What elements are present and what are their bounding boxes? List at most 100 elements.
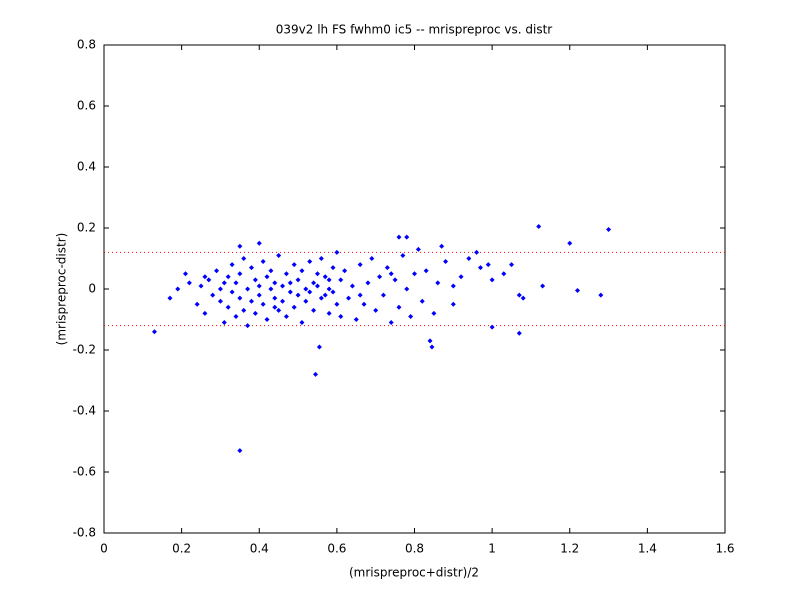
scatter-point — [299, 268, 305, 274]
scatter-point — [330, 265, 336, 271]
scatter-point — [400, 252, 406, 258]
scatter-point — [338, 313, 344, 319]
scatter-point — [423, 268, 429, 274]
scatter-point — [217, 298, 223, 304]
scatter-point — [245, 323, 251, 329]
scatter-point — [384, 265, 390, 271]
scatter-point — [283, 313, 289, 319]
scatter-point — [186, 280, 192, 286]
scatter-point — [408, 313, 414, 319]
scatter-point — [606, 227, 612, 233]
scatter-point — [229, 262, 235, 268]
x-tick-label: 0.4 — [250, 542, 269, 556]
scatter-point — [225, 274, 231, 280]
scatter-point — [380, 292, 386, 298]
scatter-point — [245, 286, 251, 292]
scatter-point — [210, 292, 216, 298]
scatter-point — [443, 259, 449, 265]
y-tick-label: -0.6 — [73, 465, 96, 479]
x-tick-label: 0 — [100, 542, 108, 556]
scatter-point — [361, 301, 367, 307]
scatter-point — [326, 310, 332, 316]
scatter-point — [404, 286, 410, 292]
scatter-point — [338, 277, 344, 283]
scatter-point — [540, 283, 546, 289]
scatter-point — [392, 277, 398, 283]
scatter-point — [280, 283, 286, 289]
scatter-point — [598, 292, 604, 298]
scatter-point — [221, 280, 227, 286]
scatter-point — [237, 295, 243, 301]
scatter-point — [237, 271, 243, 277]
scatter-point — [357, 292, 363, 298]
y-tick-label: 0.4 — [77, 160, 96, 174]
scatter-point — [516, 292, 522, 298]
scatter-point — [314, 271, 320, 277]
scatter-point — [322, 292, 328, 298]
scatter-point — [357, 262, 363, 268]
scatter-point — [477, 265, 483, 271]
scatter-point — [466, 256, 472, 261]
scatter-point — [295, 292, 301, 298]
scatter-point — [256, 292, 262, 298]
scatter-point — [412, 271, 417, 277]
scatter-point — [318, 295, 324, 301]
scatter-point — [206, 277, 212, 283]
scatter-point — [575, 288, 581, 294]
scatter-point — [316, 344, 322, 350]
scatter-point — [427, 338, 433, 344]
x-tick-label: 0.2 — [172, 542, 191, 556]
x-tick-label: 0.8 — [405, 542, 424, 556]
scatter-point — [268, 268, 274, 274]
scatter-point — [349, 283, 355, 289]
scatter-point — [489, 277, 495, 283]
scatter-point — [404, 234, 410, 240]
x-axis-label: (mrispreproc+distr)/2 — [349, 566, 479, 580]
scatter-point — [283, 271, 289, 277]
scatter-point — [202, 274, 208, 280]
y-tick-label: -0.2 — [73, 343, 96, 357]
scatter-point — [233, 280, 239, 286]
scatter-point — [248, 298, 254, 304]
scatter-point — [287, 289, 293, 295]
x-tick-label: 1.6 — [715, 542, 734, 556]
y-tick-label: -0.4 — [73, 404, 96, 418]
scatter-point — [334, 301, 340, 307]
scatter-point — [322, 274, 328, 280]
scatter-point — [373, 307, 379, 313]
scatter-point — [516, 330, 522, 336]
scatter-point — [330, 289, 336, 295]
scatter-point — [264, 317, 270, 322]
scatter-point — [256, 240, 262, 246]
scatter-point — [353, 317, 359, 322]
scatter-point — [369, 256, 375, 261]
scatter-point — [299, 320, 305, 326]
scatter-point — [474, 249, 480, 255]
x-tick-label: 1 — [488, 542, 496, 556]
scatter-point — [501, 271, 507, 277]
scatter-point — [303, 298, 309, 304]
scatter-point — [237, 243, 243, 249]
scatter-point — [439, 243, 445, 249]
scatter-point — [377, 274, 383, 280]
scatter-point — [175, 286, 181, 292]
scatter-point — [415, 246, 421, 252]
scatter-point — [276, 252, 282, 258]
scatter-point — [458, 274, 464, 280]
scatter-point — [221, 320, 227, 326]
scatter-point — [346, 295, 352, 301]
scatter-point — [450, 283, 456, 289]
scatter-point — [167, 295, 173, 301]
scatter-point — [217, 286, 223, 292]
x-tick-label: 0.6 — [327, 542, 346, 556]
scatter-point — [241, 256, 247, 261]
scatter-point — [485, 262, 491, 268]
scatter-point — [311, 307, 317, 313]
scatter-point — [248, 265, 254, 271]
scatter-point — [194, 301, 200, 307]
scatter-point — [202, 310, 208, 316]
scatter-point — [365, 280, 371, 286]
scatter-point — [264, 274, 270, 280]
scatter-point — [318, 256, 324, 261]
